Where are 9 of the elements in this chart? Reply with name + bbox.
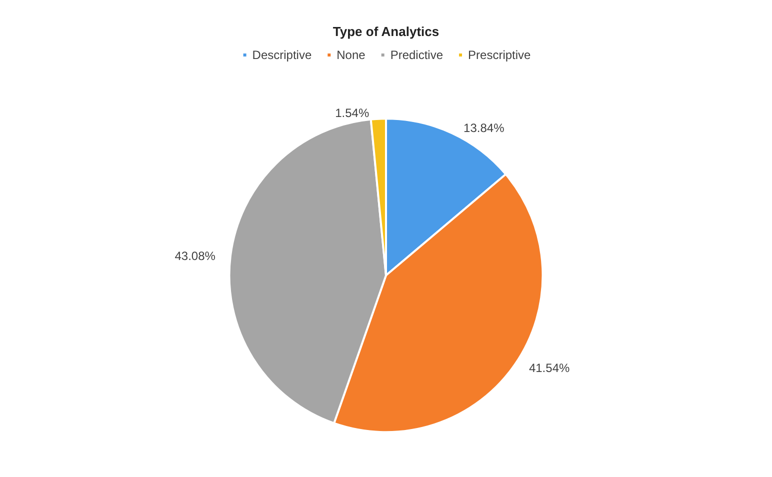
legend-label: Descriptive bbox=[252, 48, 312, 62]
legend-label: Predictive bbox=[390, 48, 444, 62]
data-label: 13.84% bbox=[464, 120, 505, 135]
data-label: 41.54% bbox=[528, 360, 570, 375]
legend-label: None bbox=[336, 48, 366, 62]
data-label: 43.08% bbox=[174, 248, 216, 263]
chart-title: Type of Analytics bbox=[332, 24, 440, 39]
data-label: 1.54% bbox=[335, 106, 370, 120]
legend-label: Prescriptive bbox=[468, 48, 532, 62]
